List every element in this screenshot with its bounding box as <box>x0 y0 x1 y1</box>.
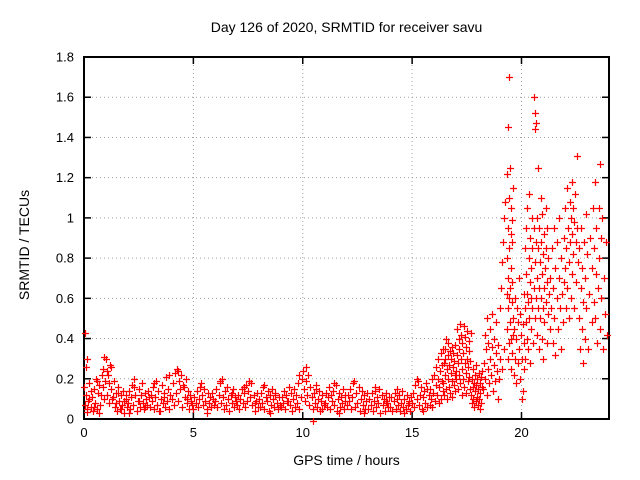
y-tick-label: 1.6 <box>56 90 74 105</box>
plot-border <box>83 56 610 420</box>
x-axis-label: GPS time / hours <box>293 452 400 468</box>
x-tick-label: 0 <box>80 425 87 440</box>
y-tick-label: 1.8 <box>56 50 74 65</box>
y-tick-label: 0 <box>67 412 74 427</box>
y-tick-label: 1 <box>67 210 74 225</box>
x-tick-label: 10 <box>296 425 310 440</box>
x-tick-label: 5 <box>190 425 197 440</box>
y-tick-label: 1.2 <box>56 170 74 185</box>
scatter-points-SRMTID <box>81 74 611 425</box>
x-tick-label: 20 <box>514 425 528 440</box>
y-tick-label: 0.8 <box>56 251 74 266</box>
y-tick-label: 0.4 <box>56 331 74 346</box>
y-tick-label: 1.4 <box>56 130 74 145</box>
x-tick-label: 15 <box>405 425 419 440</box>
chart-title: Day 126 of 2020, SRMTID for receiver sav… <box>210 19 483 35</box>
y-axis-label: SRMTID / TECUs <box>16 189 32 301</box>
y-tick-label: 0.6 <box>56 291 74 306</box>
y-tick-label: 0.2 <box>56 371 74 386</box>
